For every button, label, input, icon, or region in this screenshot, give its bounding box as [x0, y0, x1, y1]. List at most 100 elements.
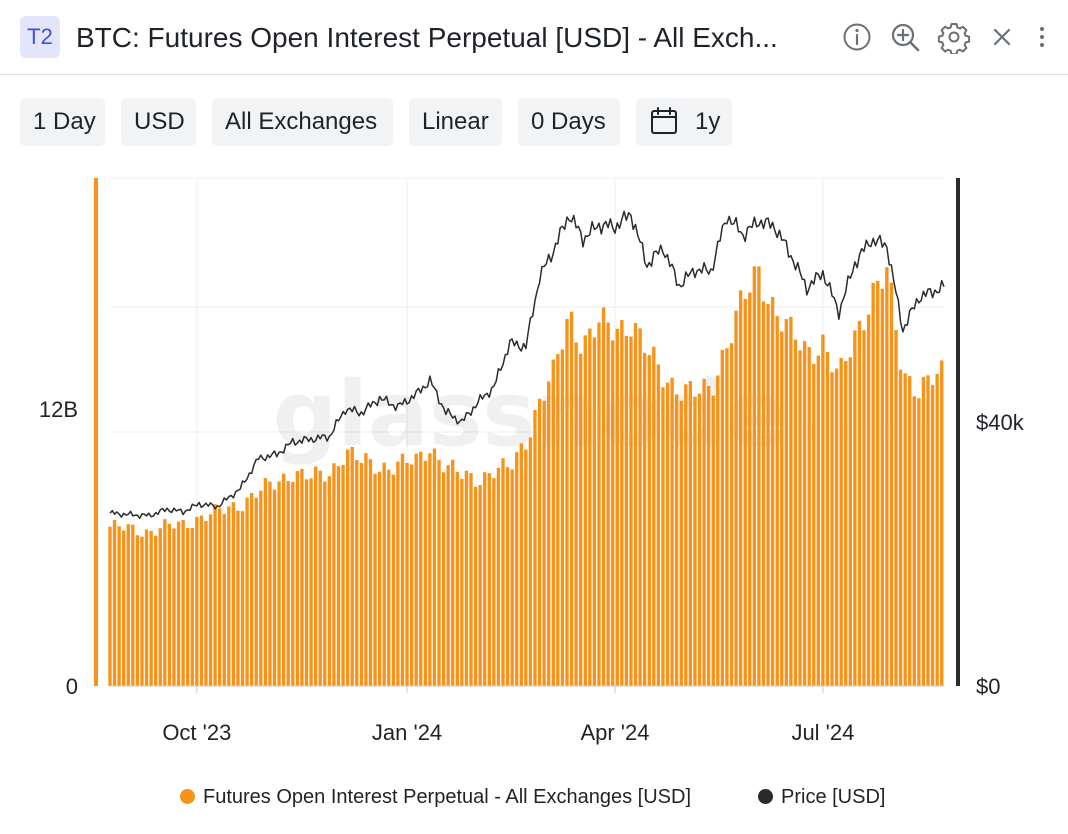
open-interest-bar — [355, 460, 359, 686]
open-interest-bar — [505, 467, 510, 686]
open-interest-bar — [441, 472, 446, 686]
info-icon[interactable] — [840, 20, 874, 54]
open-interest-bar — [620, 319, 624, 686]
open-interest-bar — [519, 443, 523, 686]
open-interest-bar — [807, 347, 811, 686]
open-interest-bar — [903, 373, 907, 686]
open-interest-bar — [528, 437, 533, 686]
open-interest-bar — [341, 464, 345, 686]
open-interest-bar — [889, 282, 894, 686]
x-tick-label: Oct '23 — [162, 720, 231, 745]
open-interest-bar — [391, 474, 396, 686]
open-interest-bar — [409, 464, 414, 686]
close-icon[interactable] — [985, 20, 1019, 54]
open-interest-bar — [537, 398, 542, 686]
open-interest-bar — [336, 466, 341, 686]
open-interest-bar — [688, 381, 693, 686]
open-interest-bar — [323, 481, 327, 686]
legend-item-open-interest[interactable]: Futures Open Interest Perpetual - All Ex… — [180, 780, 691, 814]
open-interest-bar — [656, 364, 661, 686]
open-interest-bar — [163, 519, 167, 686]
open-interest-bar — [629, 336, 633, 686]
sma-select[interactable]: 0 Days — [518, 98, 620, 146]
open-interest-bar — [642, 352, 647, 686]
open-interest-bar — [912, 396, 916, 686]
open-interest-bar — [277, 481, 281, 686]
open-interest-bar — [679, 400, 683, 686]
open-interest-bar — [437, 459, 441, 686]
zoom-in-icon[interactable] — [888, 20, 922, 54]
open-interest-bar — [601, 307, 606, 686]
open-interest-bar — [940, 360, 944, 686]
axes-layer: Oct '23 Jan '24 Apr '24 Jul '24 0 12B $0 $40k — [39, 178, 1025, 745]
open-interest-bar — [487, 473, 491, 686]
open-interest-bar — [373, 473, 377, 686]
open-interest-bar — [876, 280, 880, 686]
open-interest-bar — [149, 530, 153, 686]
open-interest-bar — [364, 453, 368, 686]
open-interest-bar — [126, 524, 130, 686]
open-interest-bar — [167, 523, 172, 686]
open-interest-bar — [483, 472, 487, 686]
resolution-select[interactable]: 1 Day — [20, 98, 105, 146]
open-interest-bar — [926, 375, 930, 686]
open-interest-bar — [419, 451, 423, 686]
y-left-tick-label: 12B — [39, 397, 78, 422]
x-tick-label: Apr '24 — [580, 720, 649, 745]
open-interest-bar — [359, 462, 364, 686]
open-interest-bar — [464, 470, 469, 686]
legend-swatch-price — [758, 788, 773, 804]
open-interest-bar — [108, 526, 112, 686]
open-interest-bar — [473, 486, 478, 686]
open-interest-bar — [112, 519, 117, 686]
open-interest-bar — [300, 468, 304, 686]
currency-select[interactable]: USD — [121, 98, 196, 146]
open-interest-bar — [665, 382, 670, 686]
open-interest-bar — [738, 290, 743, 686]
open-interest-bar — [716, 375, 720, 686]
open-interest-bar — [862, 330, 866, 686]
date-range-select[interactable]: 1y — [636, 98, 732, 146]
open-interest-bar — [135, 535, 140, 686]
open-interest-bar — [839, 357, 843, 686]
open-interest-bar — [217, 508, 222, 686]
legend-item-price[interactable]: Price [USD] — [758, 780, 885, 814]
open-interest-bar — [405, 462, 409, 686]
open-interest-bar — [368, 459, 373, 686]
more-vertical-icon[interactable] — [1025, 20, 1059, 54]
open-interest-bar — [579, 353, 583, 686]
open-interest-bar — [332, 463, 336, 686]
open-interest-bar — [268, 481, 272, 686]
open-interest-bar — [638, 328, 642, 686]
open-interest-bar — [382, 462, 386, 686]
open-interest-bar — [670, 377, 674, 686]
open-interest-bar — [291, 481, 295, 686]
scale-select[interactable]: Linear — [409, 98, 502, 146]
open-interest-bar — [432, 448, 437, 686]
open-interest-bar — [702, 378, 706, 686]
open-interest-bar — [674, 394, 679, 686]
open-interest-bar — [176, 521, 181, 686]
open-interest-bar — [661, 387, 665, 686]
left-axis-bar — [94, 178, 98, 686]
exchange-select[interactable]: All Exchanges — [212, 98, 393, 146]
open-interest-bar — [227, 506, 231, 686]
open-interest-bar — [313, 466, 318, 686]
open-interest-bar — [318, 470, 322, 686]
chart-area[interactable]: glassnode Oct '23 Jan '24 Apr '24 Jul '2401… — [0, 160, 1068, 770]
open-interest-bar — [812, 364, 816, 686]
open-interest-bar — [478, 485, 482, 686]
y-left-tick-label: 0 — [66, 674, 78, 699]
open-interest-bar — [720, 349, 725, 686]
open-interest-bar — [784, 319, 789, 686]
open-interest-bar — [866, 314, 871, 686]
open-interest-bar — [743, 298, 747, 686]
open-interest-bar — [249, 492, 254, 686]
gear-icon[interactable] — [937, 20, 971, 54]
open-interest-bar — [693, 396, 697, 686]
open-interest-bar — [387, 469, 391, 686]
open-interest-bar — [569, 311, 574, 686]
open-interest-bar — [547, 381, 551, 686]
open-interest-bar — [199, 515, 204, 686]
open-interest-bar — [236, 510, 240, 686]
